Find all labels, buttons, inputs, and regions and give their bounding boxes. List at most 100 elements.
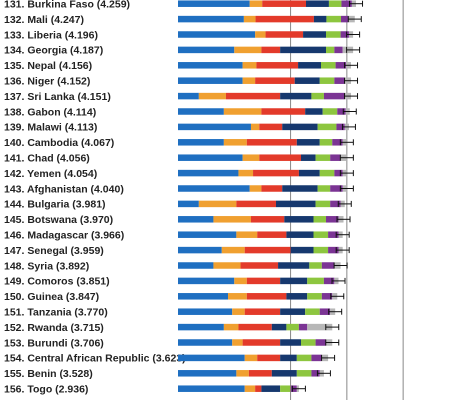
bar-segment [326,31,341,38]
bar-segment [280,385,291,392]
bar-segment [315,154,331,161]
bar-segment [300,339,316,346]
bar-segment [234,46,262,54]
bar-segment [178,216,214,223]
bar-segment [262,0,306,7]
bar-segment [178,108,224,115]
bar-segment [255,15,314,23]
bar-segment [313,15,327,23]
bar-segment [242,154,260,161]
bar-segment [280,46,327,54]
bar-segment [341,0,352,7]
error-bars [291,0,364,392]
bar-segment [178,370,237,377]
bar-segment [322,108,338,115]
bar-segment [223,108,262,115]
bar-segment [244,354,258,362]
bar-segment [259,123,283,131]
bar-segment [261,108,306,115]
bar-segment [282,123,318,131]
bar-segment [243,15,256,23]
bar-segment [321,262,335,269]
category-label: 147. Senegal (3.959) [4,245,104,257]
category-label: 142. Yemen (4.054) [4,168,97,180]
bar-segment [198,200,237,208]
bar-segment [328,246,339,254]
category-label: 150. Guinea (3.847) [4,291,99,303]
bar-segment [261,46,281,54]
bar-segment [326,15,342,23]
bar-segment [248,370,272,377]
bar-segment [315,339,327,346]
bar-segment [261,385,281,392]
bar-segment [238,169,254,177]
bar-segment [321,62,336,69]
bar-segment [313,216,327,223]
bar-segment [341,15,349,23]
bar-segment [259,154,301,161]
bar-segment [178,139,224,146]
bar-segment [340,31,349,38]
bar-segment [317,185,331,192]
bar-segment [255,385,262,392]
bar-segment [244,385,256,392]
bar-segment [246,293,287,300]
bar-segment [225,92,281,100]
bar-segment [234,277,247,285]
bar-segment [178,15,244,23]
category-label: 132. Mali (4.247) [4,14,84,26]
bar-segment [313,246,329,254]
bar-segment [309,262,322,269]
bar-segment [307,293,322,300]
bar-segment [319,308,331,315]
bar-segment [294,77,320,84]
category-label: 137. Sri Lanka (4.151) [4,91,111,103]
bar-segment [178,231,237,238]
category-label: 133. Liberia (4.196) [4,29,98,41]
bar-segment [296,354,312,362]
bar-segment [198,92,226,100]
bar-segment [178,277,235,285]
bar-segment [286,293,308,300]
bar-segment [321,293,333,300]
category-label: 153. Burundi (3.706) [4,337,104,349]
bars [178,0,357,392]
bar-segment [178,293,229,300]
bar-segment [330,185,343,192]
category-label: 139. Malawi (4.113) [4,122,97,134]
bar-segment [305,308,320,315]
bar-segment [236,231,258,238]
row-labels: 131. Burkina Faso (4.259) 132. Mali (4.24… [4,0,186,396]
bar-segment [236,200,276,208]
bar-segment [232,308,245,315]
bar-segment [280,92,312,100]
bar-segment [336,123,345,131]
bar-segment [298,323,308,331]
bar-segment [326,216,339,223]
bar-segment [296,139,320,146]
bar-segment [271,323,287,331]
bar-segment [228,293,247,300]
category-label: 156. Togo (2.936) [4,384,88,396]
bar-segment [178,92,199,100]
category-label: 151. Tanzania (3.770) [4,307,108,319]
bar-segment [178,246,222,254]
bar-segment [307,277,324,285]
bar-segment [178,123,251,131]
bar-segment [253,169,299,177]
bar-segment [178,262,214,269]
bar-segment [257,231,287,238]
bar-segment [213,262,241,269]
bar-segment [323,277,335,285]
bar-segment [280,339,301,346]
category-label: 143. Afghanistan (4.040) [4,183,124,195]
bar-segment [178,46,235,54]
bar-segment [178,62,243,69]
bar-segment [326,46,335,54]
bar-segment [298,169,320,177]
bar-segment [178,308,233,315]
bar-segment [223,139,247,146]
bar-segment [257,354,281,362]
bar-segment [178,154,243,161]
